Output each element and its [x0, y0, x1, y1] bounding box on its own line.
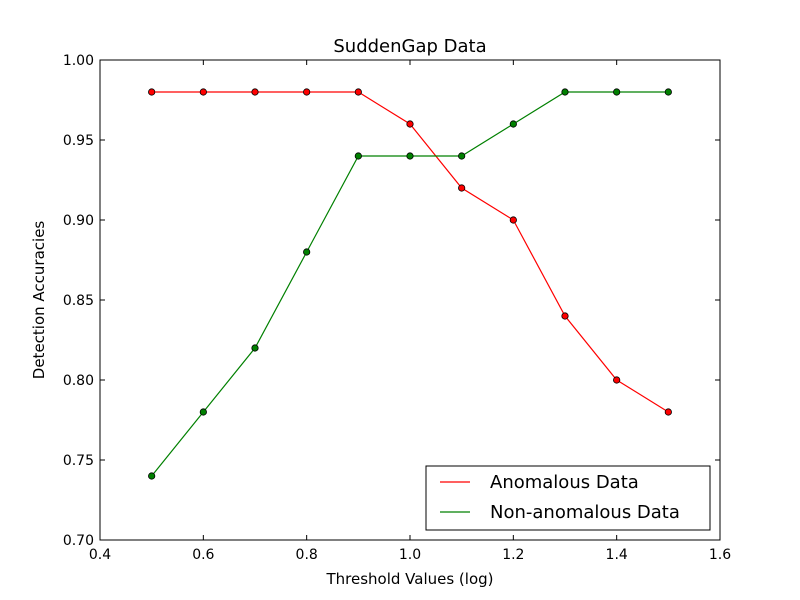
data-point-anomalous-data	[354, 88, 362, 96]
data-point-anomalous-data	[458, 184, 466, 192]
chart-title: SuddenGap Data	[333, 36, 486, 57]
x-axis-label: Threshold Values (log)	[325, 570, 493, 588]
data-point-non-anomalous-data	[303, 248, 311, 256]
data-point-non-anomalous-data	[251, 344, 259, 352]
y-tick-label: 1.00	[63, 53, 94, 69]
x-tick-label: 0.4	[89, 547, 111, 563]
y-tick-label: 0.85	[63, 293, 94, 309]
y-tick-label: 0.70	[63, 533, 94, 549]
data-point-non-anomalous-data	[561, 88, 569, 96]
data-point-anomalous-data	[199, 88, 207, 96]
y-tick-label: 0.75	[63, 453, 94, 469]
data-point-anomalous-data	[303, 88, 311, 96]
data-point-anomalous-data	[561, 312, 569, 320]
legend-label-non-anomalous: Non-anomalous Data	[490, 502, 680, 523]
data-point-anomalous-data	[509, 216, 517, 224]
legend: Anomalous Data Non-anomalous Data	[425, 465, 711, 531]
y-axis-label: Detection Accuracies	[30, 221, 48, 380]
x-tick-label: 0.8	[296, 547, 318, 563]
x-tick-label: 1.0	[399, 547, 421, 563]
x-tick-label: 1.4	[606, 547, 628, 563]
data-point-non-anomalous-data	[406, 152, 414, 160]
data-point-anomalous-data	[664, 408, 672, 416]
x-tick-label: 1.2	[502, 547, 524, 563]
series-layer	[148, 88, 672, 480]
legend-label-anomalous: Anomalous Data	[490, 472, 639, 493]
data-point-non-anomalous-data	[509, 120, 517, 128]
y-tick-label: 0.90	[63, 213, 94, 229]
data-point-anomalous-data	[613, 376, 621, 384]
x-tick-label: 0.6	[192, 547, 214, 563]
data-point-non-anomalous-data	[613, 88, 621, 96]
data-point-non-anomalous-data	[148, 472, 156, 480]
data-point-non-anomalous-data	[664, 88, 672, 96]
legend-box	[425, 465, 711, 531]
y-tick-label: 0.95	[63, 133, 94, 149]
data-point-anomalous-data	[406, 120, 414, 128]
data-point-anomalous-data	[148, 88, 156, 96]
plot-frame	[99, 59, 721, 541]
data-point-non-anomalous-data	[458, 152, 466, 160]
data-point-non-anomalous-data	[354, 152, 362, 160]
data-point-non-anomalous-data	[199, 408, 207, 416]
y-tick-label: 0.80	[63, 373, 94, 389]
x-tick-label: 1.6	[709, 547, 731, 563]
data-point-anomalous-data	[251, 88, 259, 96]
